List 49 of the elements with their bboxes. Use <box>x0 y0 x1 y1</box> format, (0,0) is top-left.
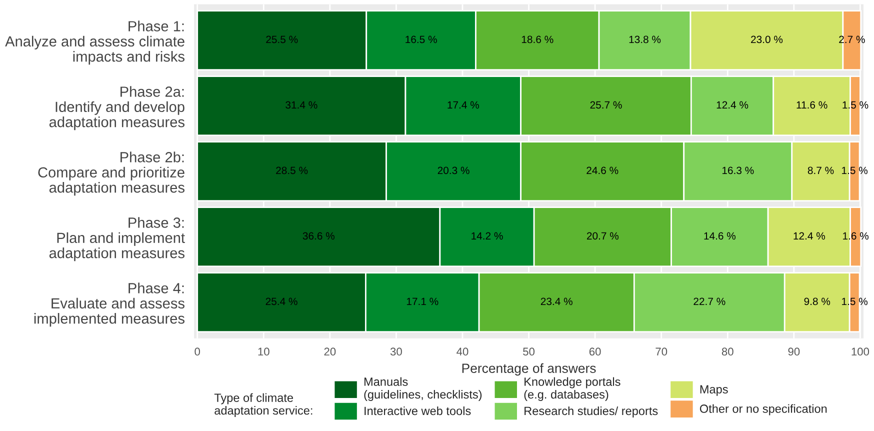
legend-label: Manuals (guidelines, checklists) <box>364 377 482 401</box>
data-label: 14.2 % <box>472 232 503 240</box>
data-label: 16.5 % <box>406 36 437 44</box>
x-tick-label: 70 <box>656 348 668 356</box>
data-label: 17.1 % <box>406 298 438 306</box>
data-label: 36.6 % <box>302 232 334 240</box>
x-tick-label: 20 <box>324 348 336 356</box>
y-tick-label: Phase 1: Analyze and assess climate impacts and risks <box>5 20 184 65</box>
x-tick-label: 50 <box>523 348 535 356</box>
legend-title: Type of climate adaptation service: <box>214 393 312 417</box>
data-label: 9.8 % <box>804 298 830 306</box>
legend-label: Knowledge portals (e.g. databases) <box>524 377 620 401</box>
x-tick-label: 0 <box>194 348 200 356</box>
data-label: 25.5 % <box>266 36 298 44</box>
x-tick-label: 60 <box>589 348 601 356</box>
data-label: 16.3 % <box>722 166 754 174</box>
data-label: 18.6 % <box>522 36 554 44</box>
y-tick-label: Phase 2b: Compare and prioritize adaptation measures <box>38 152 184 196</box>
legend-label: Other or no specification <box>700 404 827 416</box>
x-tick-label: 100 <box>852 348 870 356</box>
data-label: 28.5 % <box>276 166 308 174</box>
legend-label: Maps <box>700 385 728 396</box>
data-label: 31.4 % <box>286 101 318 109</box>
x-axis-title: Percentage of answers <box>462 363 596 376</box>
x-tick-label: 80 <box>722 348 734 356</box>
data-label: 25.7 % <box>590 101 622 109</box>
data-label: 20.3 % <box>438 166 470 174</box>
data-label: 12.4 % <box>794 232 826 240</box>
data-label: 12.4 % <box>716 101 748 109</box>
data-label: 14.6 % <box>704 232 736 240</box>
x-tick-label: 40 <box>456 348 468 356</box>
data-label: 11.6 % <box>796 101 828 109</box>
y-tick-label: Phase 2a: Identify and develop adaptation measures <box>49 86 184 130</box>
data-label: 24.6 % <box>586 166 618 174</box>
data-label: 13.8 % <box>629 36 661 44</box>
data-label: 23.0 % <box>751 36 783 44</box>
data-label: 8.7 % <box>808 166 834 174</box>
data-label: 17.4 % <box>448 101 479 109</box>
x-tick-label: 90 <box>788 348 800 356</box>
data-label: 23.4 % <box>540 298 572 306</box>
legend-label: Interactive web tools <box>364 406 471 416</box>
x-tick-label: 30 <box>390 348 402 356</box>
data-label: 20.7 % <box>586 232 619 240</box>
y-tick-label: Phase 3: Plan and implement adaptation measures <box>49 217 185 262</box>
y-tick-label: Phase 4: Evaluate and assess implemented measures <box>34 282 184 327</box>
data-label: 25.4 % <box>266 298 298 306</box>
x-tick-label: 10 <box>258 348 270 356</box>
data-label: 22.7 % <box>694 298 726 306</box>
legend-label: Research studies/ reports <box>524 406 658 418</box>
